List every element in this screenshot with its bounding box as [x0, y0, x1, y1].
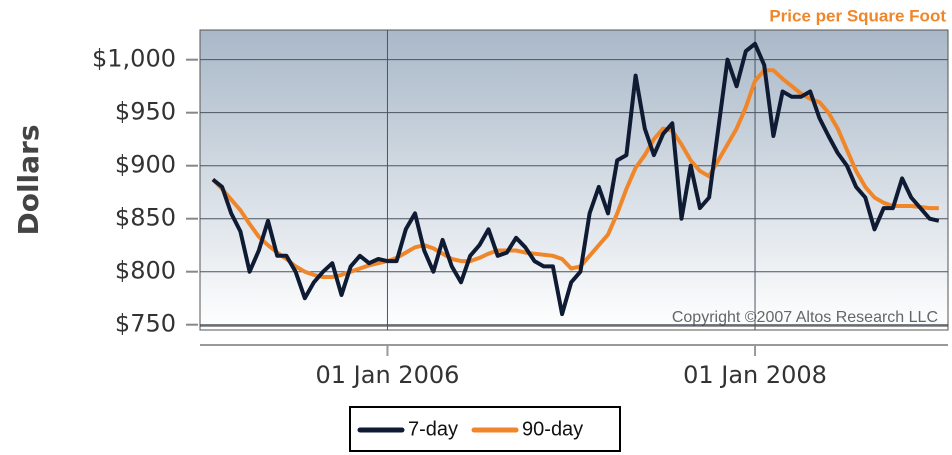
y-axis-label: Dollars — [12, 124, 45, 235]
x-tick-label: 01 Jan 2008 — [683, 361, 827, 389]
y-tick-label: $750 — [115, 310, 176, 338]
y-tick-label: $850 — [115, 204, 176, 232]
series-line — [211, 41, 940, 317]
series-line — [211, 68, 939, 279]
y-tick-label: $950 — [115, 98, 176, 126]
legend-label: 90-day — [522, 418, 583, 440]
y-tick-label: $1,000 — [92, 45, 176, 73]
legend-label: 7-day — [408, 418, 458, 440]
y-tick-label: $900 — [115, 151, 176, 179]
copyright: Copyright ©2007 Altos Research LLC — [672, 309, 938, 326]
chart-title: Price per Square Foot — [769, 6, 946, 25]
legend: 7-day 90-day — [349, 406, 621, 452]
y-tick-label: $800 — [115, 257, 176, 285]
x-tick-label: 01 Jan 2006 — [316, 361, 460, 389]
